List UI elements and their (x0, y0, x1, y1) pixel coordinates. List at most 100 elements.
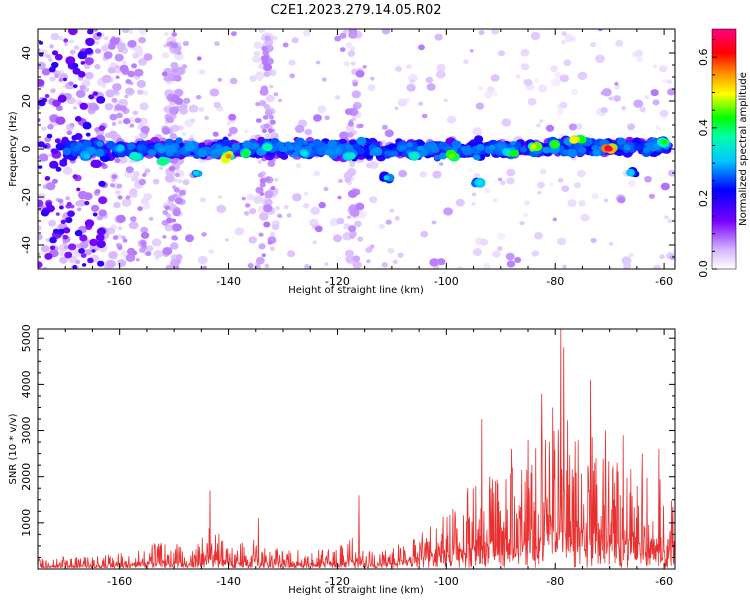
heatmap-cell (122, 61, 127, 65)
heatmap-cell (472, 193, 477, 197)
heatmap-cell (68, 27, 78, 35)
heatmap-cell (267, 160, 275, 167)
heatmap-cell (471, 202, 475, 206)
heatmap-cell (71, 135, 77, 140)
heatmap-cell (230, 78, 238, 85)
heatmap-cell (370, 77, 374, 81)
heatmap-cell (235, 227, 245, 235)
heatmap-cell (264, 36, 270, 41)
heatmap-cell (162, 247, 172, 255)
heatmap-cell (75, 260, 80, 264)
heatmap-cell (127, 71, 135, 78)
heatmap-cell (279, 146, 286, 152)
heatmap-y-tick-label: -20 (20, 188, 33, 206)
heatmap-cell (76, 90, 86, 98)
heatmap-cell (214, 41, 220, 46)
heatmap-cell (127, 143, 136, 150)
heatmap-cell (417, 146, 424, 152)
heatmap-y-tick-label: 0 (20, 146, 33, 153)
heatmap-cell (115, 65, 119, 69)
heatmap-cell (41, 210, 49, 217)
heatmap-cell (172, 223, 181, 231)
heatmap-cell (122, 199, 132, 207)
heatmap-cell (102, 75, 112, 83)
snr-x-tick-label: -60 (655, 575, 673, 588)
heatmap-cell (287, 250, 295, 257)
heatmap-cell (489, 145, 495, 150)
heatmap-cell (662, 79, 667, 84)
heatmap-cell (73, 106, 77, 109)
heatmap-cell (398, 170, 407, 177)
heatmap-cell (264, 144, 270, 149)
colorbar-tick-label: 0.2 (697, 190, 710, 208)
heatmap-cell (76, 188, 80, 192)
heatmap-cell (578, 200, 585, 206)
heatmap-cell (85, 72, 94, 80)
heatmap-cell (123, 239, 128, 243)
heatmap-cell (117, 259, 126, 267)
heatmap-cell (118, 226, 122, 230)
heatmap-cell (259, 100, 266, 106)
heatmap-cell (184, 143, 194, 152)
heatmap-cell (99, 125, 106, 131)
heatmap-cell (139, 179, 147, 185)
heatmap-cell (315, 226, 323, 233)
heatmap-cell (108, 131, 117, 139)
heatmap-cell (91, 205, 99, 212)
heatmap-cell (497, 233, 506, 241)
heatmap-cell (104, 36, 109, 40)
heatmap-cell (47, 124, 54, 130)
heatmap-cell (85, 219, 94, 227)
heatmap-cell (574, 137, 580, 142)
heatmap-cell (493, 198, 498, 202)
snr-y-tick-label: 5000 (20, 324, 33, 352)
heatmap-cell (263, 115, 269, 120)
heatmap-cell (51, 62, 58, 68)
heatmap-cell (200, 197, 206, 202)
heatmap-cell (130, 188, 138, 195)
heatmap-cell (621, 106, 626, 110)
heatmap-cell (101, 45, 108, 51)
heatmap-cell (278, 99, 282, 103)
snr-y-axis-label: SNR (10 * v/v) (8, 413, 19, 484)
heatmap-cell (429, 258, 439, 266)
heatmap-cell (261, 55, 269, 61)
heatmap-cell (179, 190, 186, 196)
heatmap-cell (106, 260, 116, 268)
heatmap-cell (260, 178, 266, 183)
heatmap-cell (163, 210, 169, 215)
heatmap-cell (108, 67, 116, 74)
heatmap-cell (49, 237, 57, 244)
heatmap-cell (56, 167, 62, 172)
heatmap-cell (261, 46, 268, 52)
heatmap-cell (86, 133, 91, 137)
heatmap-cell (41, 245, 49, 252)
heatmap-cell (509, 151, 515, 156)
heatmap-cell (83, 122, 92, 130)
heatmap-cell (193, 171, 199, 176)
heatmap-cell (523, 213, 528, 218)
heatmap-cell (348, 121, 354, 126)
heatmap-cell (528, 98, 537, 106)
heatmap-cell (353, 261, 362, 269)
heatmap-cell (609, 242, 613, 246)
heatmap-cell (317, 105, 326, 113)
heatmap-cell (259, 233, 264, 237)
heatmap-cell (270, 120, 276, 125)
heatmap-cell (55, 117, 65, 125)
heatmap-cell (213, 132, 219, 137)
heatmap-cell (122, 27, 129, 33)
heatmap-cell (247, 194, 254, 200)
heatmap-cell (117, 184, 123, 189)
heatmap-cell (244, 211, 250, 216)
heatmap-cell (168, 195, 175, 201)
heatmap-cell (97, 240, 106, 248)
heatmap-cell (196, 95, 201, 100)
colorbar-tick-label: 0.0 (697, 260, 710, 278)
heatmap-cell (661, 139, 667, 144)
heatmap-cell (53, 149, 59, 154)
heatmap-cell (292, 152, 299, 158)
heatmap-cell (473, 248, 482, 256)
heatmap-cell (115, 190, 121, 195)
heatmap-cell (333, 235, 342, 243)
